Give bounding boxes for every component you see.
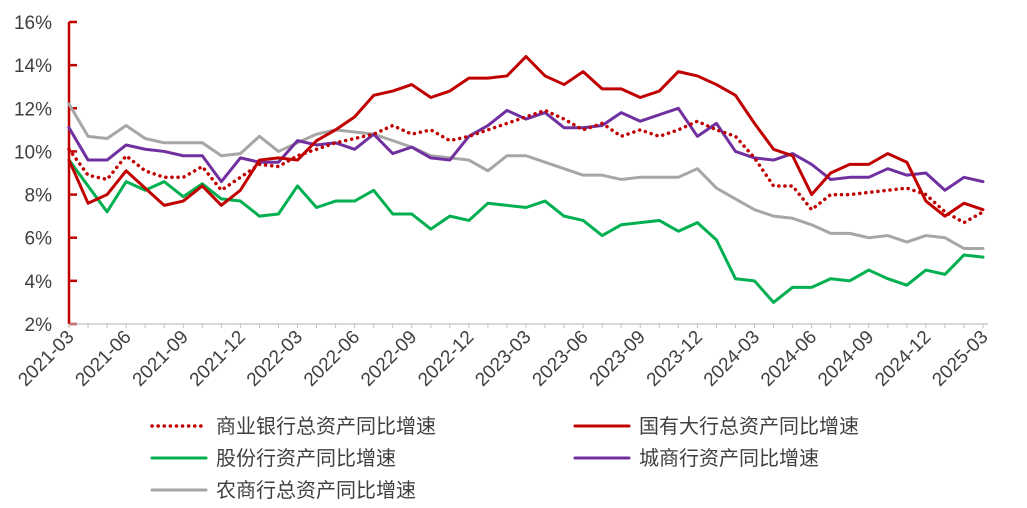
x-tick-label: 2024-03 <box>700 327 764 391</box>
x-tick-label: 2021-06 <box>72 327 136 391</box>
legend-label: 农商行总资产同比增速 <box>216 478 416 502</box>
x-tick-label: 2024-12 <box>871 327 935 391</box>
series-layer <box>67 55 985 304</box>
x-tick-label: 2022-03 <box>243 327 307 391</box>
series-line-4 <box>67 102 985 250</box>
y-tick-label: 8% <box>25 186 53 207</box>
x-tick-label: 2022-06 <box>300 327 364 391</box>
x-tick-label: 2024-09 <box>814 327 878 391</box>
x-tick-label: 2021-09 <box>129 327 193 391</box>
series-line-1 <box>67 55 985 218</box>
legend-item-0: 商业银行总资产同比增速 <box>150 414 436 438</box>
x-tick-label: 2024-06 <box>757 327 821 391</box>
y-tick-label: 4% <box>25 272 53 293</box>
x-axis: 2021-032021-062021-092021-122022-032022-… <box>14 323 993 391</box>
legend-item-1: 国有大行总资产同比增速 <box>573 414 859 438</box>
series-line-3 <box>67 106 985 192</box>
y-tick-label: 16% <box>14 13 52 34</box>
legend-item-4: 农商行总资产同比增速 <box>150 478 416 502</box>
y-tick-label: 6% <box>25 229 53 250</box>
y-axis: 2% 4% 6% 8% 10% 12% 14% 16% <box>14 13 77 336</box>
legend-label: 商业银行总资产同比增速 <box>216 414 436 438</box>
legend-item-3: 城商行资产同比增速 <box>573 446 819 470</box>
x-tick-label: 2023-09 <box>586 327 650 391</box>
y-tick-label: 10% <box>14 142 52 163</box>
legend-label: 股份行资产同比增速 <box>216 446 396 470</box>
x-tick-label: 2022-09 <box>357 327 421 391</box>
series-line-2 <box>67 158 985 304</box>
y-tick-label: 2% <box>25 315 53 336</box>
series-line-0 <box>67 108 985 225</box>
legend-label: 城商行资产同比增速 <box>639 446 819 470</box>
legend-item-2: 股份行资产同比增速 <box>150 446 396 470</box>
y-tick-label: 12% <box>14 99 52 120</box>
x-tick-label: 2021-12 <box>186 327 250 391</box>
x-tick-label: 2023-06 <box>529 327 593 391</box>
x-tick-label: 2023-03 <box>471 327 535 391</box>
x-tick-label: 2021-03 <box>14 327 78 391</box>
legend-label: 国有大行总资产同比增速 <box>639 414 859 438</box>
x-tick-label: 2025-03 <box>928 327 992 391</box>
y-tick-label: 14% <box>14 56 52 77</box>
x-tick-label: 2022-12 <box>414 327 478 391</box>
x-tick-label: 2023-12 <box>643 327 707 391</box>
